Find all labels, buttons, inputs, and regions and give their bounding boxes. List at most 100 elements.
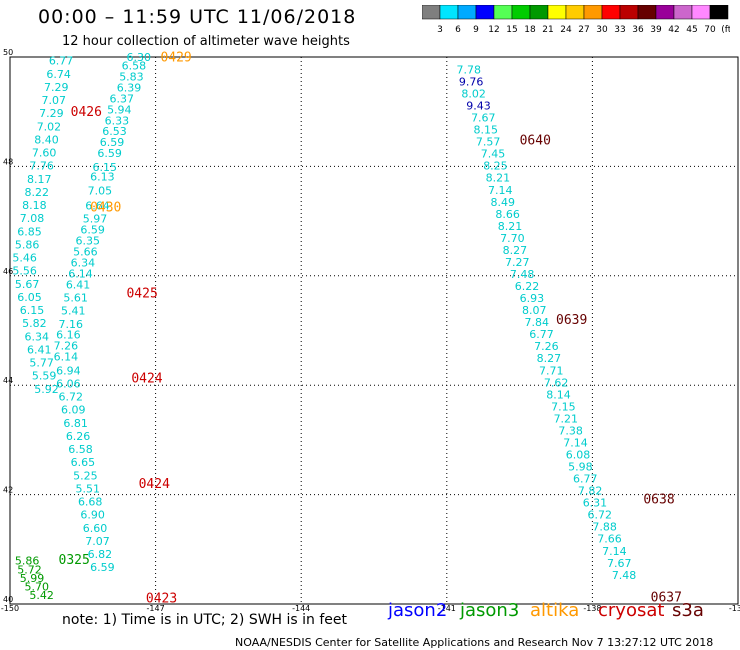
wave-height-value: 6.64 xyxy=(85,200,110,213)
wave-height-value: 7.07 xyxy=(85,535,110,548)
color-scale-label: 70 xyxy=(704,25,716,35)
wave-height-value: 6.59 xyxy=(100,136,125,149)
x-tick-label: -138 xyxy=(583,604,601,612)
wave-height-value: 9.76 xyxy=(459,75,484,88)
legend-item-altika: altika xyxy=(530,600,580,621)
wave-height-value: 7.88 xyxy=(592,521,617,534)
wave-height-value: 6.53 xyxy=(102,125,127,138)
wave-height-value: 8.27 xyxy=(537,352,562,365)
credit-line: NOAA/NESDIS Center for Satellite Applica… xyxy=(235,636,714,649)
wave-height-value: 7.78 xyxy=(457,63,482,76)
wave-height-value: 8.40 xyxy=(34,133,59,146)
x-tick-label: -135 xyxy=(729,604,740,612)
color-scale-label: 24 xyxy=(560,25,572,35)
wave-height-value: 8.22 xyxy=(25,186,49,199)
wave-height-value: 6.09 xyxy=(61,404,86,417)
wave-height-value: 6.34 xyxy=(71,257,96,270)
footnote: note: 1) Time is in UTC; 2) SWH is in fe… xyxy=(62,612,348,628)
wave-height-value: 7.07 xyxy=(42,94,66,107)
wave-height-value: 5.67 xyxy=(15,278,40,291)
color-scale-label: 36 xyxy=(632,25,644,35)
color-scale-label: 12 xyxy=(488,25,499,35)
wave-height-value: 8.07 xyxy=(522,304,547,317)
wave-height-value: 6.94 xyxy=(56,364,81,377)
color-scale-label: 42 xyxy=(668,25,679,35)
wave-height-value: 6.77 xyxy=(49,55,74,68)
wave-height-value: 8.25 xyxy=(483,160,508,173)
wave-height-value: 6.41 xyxy=(27,343,51,356)
y-tick-label: 40 xyxy=(3,595,13,604)
wave-height-value: 6.31 xyxy=(583,497,608,510)
wave-height-value: 5.42 xyxy=(29,589,54,602)
wave-height-value: 7.84 xyxy=(524,316,549,329)
wave-height-value: 5.83 xyxy=(119,71,144,84)
legend-item-s3a: s3a xyxy=(672,600,704,621)
wave-height-value: 9.43 xyxy=(466,100,491,113)
wave-height-value: 6.85 xyxy=(17,225,41,238)
wave-height-value: 6.77 xyxy=(573,473,598,486)
legend-item-cryosat: cryosat xyxy=(598,600,665,621)
x-tick-label: -144 xyxy=(292,604,310,612)
color-scale-label: 18 xyxy=(524,25,536,35)
wave-height-value: 7.62 xyxy=(544,376,569,389)
wave-height-value: 6.65 xyxy=(71,456,96,469)
pass-time-label: 0639 xyxy=(556,313,587,328)
color-scale-label: 45 xyxy=(686,25,697,35)
color-scale-label: 21 xyxy=(542,25,553,35)
wave-height-value: 6.90 xyxy=(80,509,105,522)
wave-height-value: 5.56 xyxy=(12,265,37,278)
wave-height-value: 7.48 xyxy=(612,569,637,582)
wave-height-value: 7.14 xyxy=(602,545,627,558)
wave-height-value: 8.66 xyxy=(495,208,520,221)
wave-height-value: 5.25 xyxy=(73,469,98,482)
pass-time-label: 0426 xyxy=(71,105,102,120)
color-scale-label: 6 xyxy=(455,25,461,35)
wave-height-value: 7.48 xyxy=(510,268,534,281)
pass-time-label: 0424 xyxy=(131,371,162,386)
pass-time-label: 0425 xyxy=(126,287,157,302)
wave-height-value: 7.14 xyxy=(488,184,513,197)
wave-height-value: 8.27 xyxy=(503,244,528,257)
wave-height-value: 6.39 xyxy=(117,81,142,94)
wave-height-value: 7.26 xyxy=(534,340,559,353)
wave-height-value: 5.94 xyxy=(107,103,132,116)
wave-height-value: 6.08 xyxy=(566,448,591,461)
wave-height-value: 7.15 xyxy=(551,400,576,413)
wave-height-value: 7.16 xyxy=(59,318,84,331)
wave-height-value: 7.67 xyxy=(607,557,632,570)
wave-height-value: 5.51 xyxy=(76,482,101,495)
wave-height-value: 7.26 xyxy=(54,340,79,353)
wave-height-value: 6.14 xyxy=(54,351,79,364)
wave-height-value: 6.41 xyxy=(66,278,91,291)
wave-height-value: 6.72 xyxy=(588,509,613,522)
color-scale-label: 15 xyxy=(506,25,517,35)
wave-height-value: 8.14 xyxy=(546,388,571,401)
wave-height-value: 6.74 xyxy=(46,68,71,81)
wave-height-value: 6.26 xyxy=(66,430,91,443)
wave-height-value: 6.13 xyxy=(90,171,115,184)
pass-time-label: 0429 xyxy=(160,50,191,65)
wave-height-value: 5.77 xyxy=(29,357,54,370)
y-tick-label: 50 xyxy=(3,48,13,57)
wave-height-value: 6.35 xyxy=(76,235,101,248)
pass-time-label: 0424 xyxy=(139,477,170,492)
wave-height-value: 5.66 xyxy=(73,246,98,259)
legend-item-jason3: jason3 xyxy=(460,600,520,621)
wave-height-value: 7.14 xyxy=(563,436,588,449)
wave-height-value: 6.72 xyxy=(59,391,84,404)
color-scale-label: 3 xyxy=(437,25,443,35)
pass-time-label: 0638 xyxy=(643,492,674,507)
wave-height-value: 7.29 xyxy=(39,107,64,120)
wave-height-value: 6.93 xyxy=(520,292,545,305)
wave-height-value: 7.70 xyxy=(500,232,524,245)
wave-height-value: 7.08 xyxy=(20,212,44,225)
wave-height-value: 6.33 xyxy=(105,114,130,127)
wave-height-value: 6.37 xyxy=(109,92,134,105)
y-tick-label: 48 xyxy=(3,157,13,166)
wave-height-value: 8.17 xyxy=(27,173,51,186)
wave-height-value: 6.68 xyxy=(78,496,103,509)
wave-height-value: 7.02 xyxy=(37,120,62,133)
color-swatch xyxy=(709,5,729,20)
wave-height-value: 8.18 xyxy=(22,199,46,212)
wave-height-value: 6.15 xyxy=(20,304,44,317)
